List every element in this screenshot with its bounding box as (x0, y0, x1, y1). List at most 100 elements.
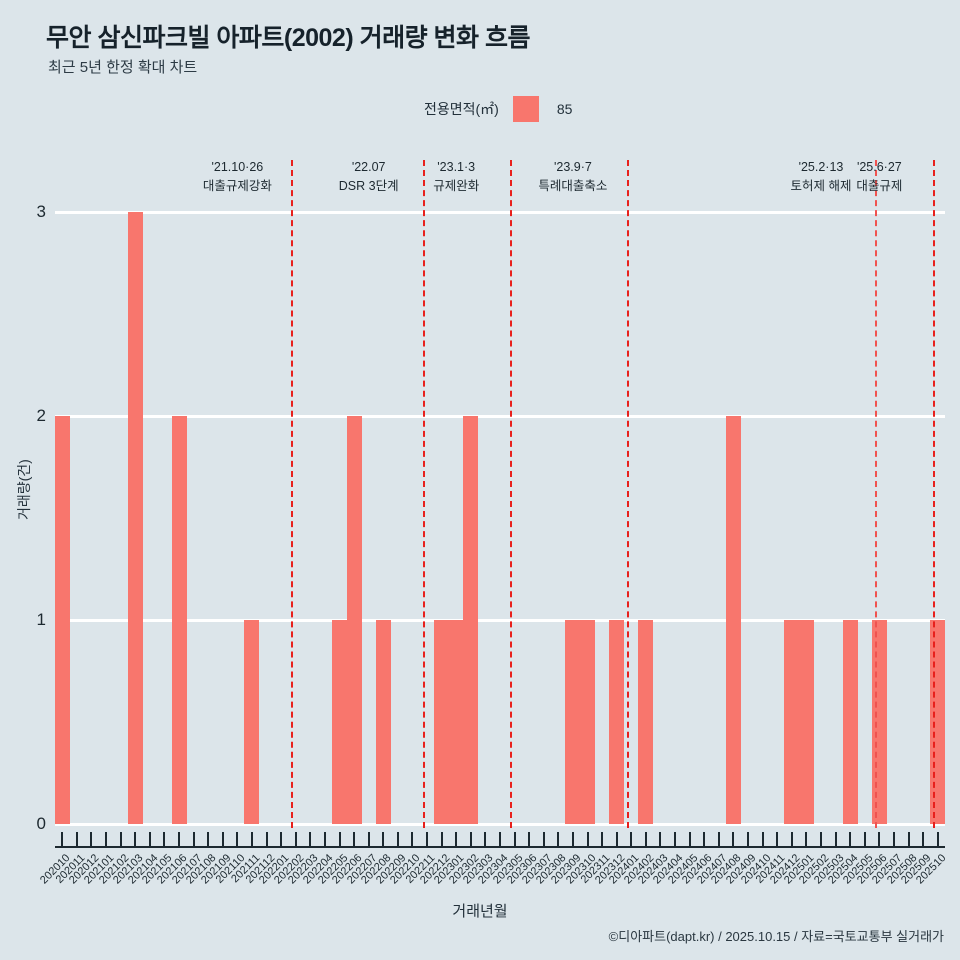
x-axis-tick (221, 832, 224, 846)
x-axis-tick (834, 832, 837, 846)
annotation-date: '25.6·27 (856, 160, 902, 174)
bar (580, 620, 596, 824)
bar (54, 416, 70, 824)
x-axis-tick (396, 832, 399, 846)
x-axis-tick (571, 832, 574, 846)
x-axis-tick (148, 832, 151, 846)
x-axis-tick (280, 832, 283, 846)
x-axis-tick (790, 832, 793, 846)
x-axis-tick (469, 832, 472, 846)
bar (332, 620, 347, 824)
gridline (55, 618, 945, 622)
x-axis-tick (61, 832, 64, 846)
x-axis-tick (688, 832, 691, 846)
annotation-label: '25.6·27 대출규제 (809, 158, 949, 197)
annotation-text: 규제완화 (433, 179, 480, 194)
x-axis-tick (411, 832, 414, 846)
x-axis-tick (907, 832, 910, 846)
annotation-text: 특례대출축소 (538, 179, 608, 194)
bar (434, 620, 450, 824)
x-axis-tick (615, 832, 618, 846)
x-axis-tick (499, 832, 501, 846)
annotation-label: '21.10·26 대출규제강화 (167, 158, 307, 197)
x-axis-tick (367, 832, 370, 846)
bar (346, 416, 362, 824)
x-axis-tick (703, 832, 706, 846)
x-axis-tick (265, 832, 268, 846)
legend: 전용면적(㎡) 85 (424, 96, 572, 122)
x-axis-tick (250, 832, 253, 846)
bar (375, 620, 391, 824)
annotation-label: '25.2·13 토허제 해제 (751, 158, 891, 197)
annotation-line (291, 160, 294, 828)
gridline (55, 822, 945, 826)
annotation-line (626, 160, 629, 828)
annotation-text: 토허제 해제 (790, 179, 852, 194)
annotation-date: '21.10·26 (211, 160, 264, 174)
x-axis-tick (513, 832, 516, 846)
x-axis-tick (849, 832, 852, 846)
x-axis-tick (644, 832, 647, 846)
bar (725, 416, 741, 824)
x-axis-tick (659, 832, 662, 846)
bar (171, 416, 187, 824)
x-axis-tick (863, 832, 866, 846)
bar (784, 620, 800, 824)
x-axis-line (55, 846, 945, 848)
x-axis-label: 거래년월 (452, 903, 508, 920)
annotation-line (874, 160, 877, 828)
x-axis-tick (105, 832, 108, 846)
annotation-text: 대출규제 (856, 179, 903, 194)
x-axis-tick (192, 832, 195, 846)
bar (638, 620, 654, 824)
bar (448, 620, 464, 824)
plot-area (54, 160, 946, 828)
x-axis-tick (557, 832, 560, 846)
x-axis-tick (90, 832, 93, 846)
x-axis-tick (207, 832, 210, 846)
x-axis-tick (601, 832, 604, 846)
x-axis-tick (674, 832, 677, 846)
legend-title: 전용면적(㎡) (424, 101, 499, 117)
x-axis-tick (936, 832, 939, 846)
annotation-date: '23.1·3 (437, 160, 476, 174)
x-axis-tick (732, 832, 735, 846)
annotation-line (422, 160, 425, 828)
bar (842, 620, 858, 824)
x-axis-tick (134, 832, 137, 846)
y-axis-tick-label: 3 (36, 202, 46, 221)
bar (609, 620, 625, 824)
y-axis-tick-label: 1 (36, 610, 46, 629)
x-axis-tick (528, 832, 531, 846)
x-axis-tick (484, 832, 487, 846)
x-axis-tick (75, 832, 78, 846)
x-axis-tick (761, 832, 764, 846)
x-axis-tick (323, 832, 326, 846)
x-axis-tick (892, 832, 895, 846)
x-axis-tick (776, 832, 779, 846)
x-axis-tick (440, 832, 443, 846)
x-axis-tick (878, 832, 881, 846)
bar (127, 212, 143, 824)
bar (463, 416, 479, 824)
x-axis-tick (805, 832, 808, 846)
annotation-label: '23.1·3 규제완화 (386, 158, 526, 197)
x-axis-tick (353, 832, 356, 846)
y-axis-tick-label: 2 (36, 406, 46, 425)
annotation-line (933, 160, 936, 828)
x-axis-tick (163, 832, 166, 846)
x-axis-tick (309, 832, 312, 846)
bar (244, 620, 260, 824)
x-axis-tick (747, 832, 750, 846)
annotation-text: 대출규제강화 (202, 179, 272, 194)
annotation-date: '23.9·7 (554, 160, 592, 174)
annotation-label: '23.9·7 특례대출축소 (503, 158, 643, 197)
x-axis-tick (630, 832, 633, 846)
gridline (55, 414, 945, 418)
x-axis-tick (717, 832, 720, 846)
x-axis-tick (236, 832, 239, 846)
x-axis-tick (455, 832, 458, 846)
x-axis-tick (426, 832, 429, 846)
y-axis-label: 거래량(건) (16, 459, 32, 520)
